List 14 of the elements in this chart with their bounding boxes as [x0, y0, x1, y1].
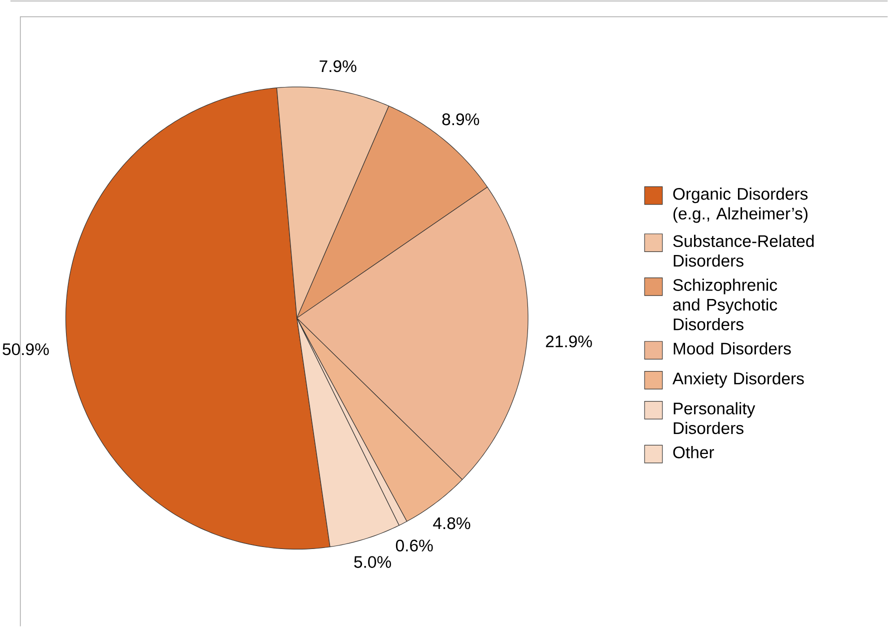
- legend-label: Organic Disorders (e.g., Alzheimer’s): [673, 188, 808, 223]
- legend-label: Anxiety Disorders: [672, 372, 804, 388]
- legend-label: Substance-Related Disorders: [673, 234, 814, 267]
- data-label: 21.9%: [546, 336, 592, 348]
- legend-label: Schizophrenic and Psychotic Disorders: [673, 278, 778, 330]
- data-label: 0.6%: [396, 540, 433, 552]
- data-label: 7.9%: [320, 60, 356, 72]
- legend-label: Mood Disorders: [674, 342, 791, 355]
- data-label: 4.8%: [433, 518, 470, 530]
- data-label: 8.9%: [442, 114, 480, 126]
- legend-label: Personality Disorders: [674, 402, 756, 434]
- legend-label: Other: [673, 446, 714, 458]
- data-label: 5.0%: [354, 556, 392, 568]
- data-label: 50.9%: [2, 343, 49, 356]
